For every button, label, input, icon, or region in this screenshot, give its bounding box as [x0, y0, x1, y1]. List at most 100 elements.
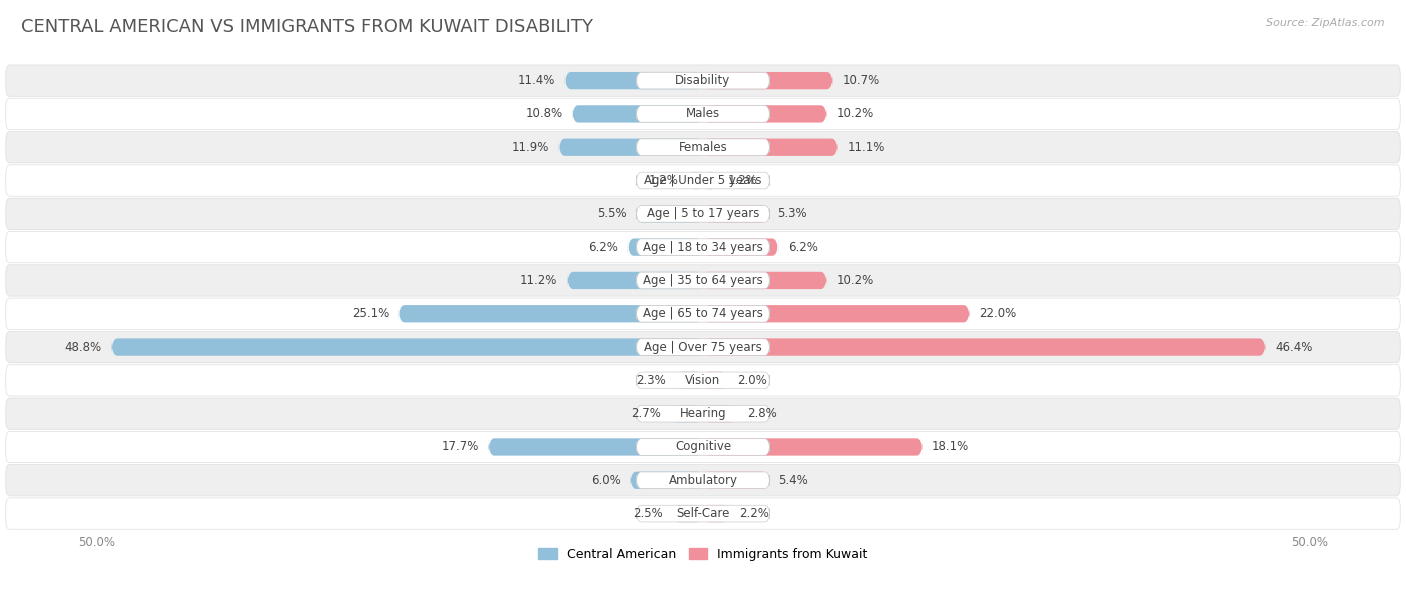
Text: Cognitive: Cognitive	[675, 441, 731, 453]
Text: Ambulatory: Ambulatory	[668, 474, 738, 487]
Text: 11.2%: 11.2%	[520, 274, 558, 287]
FancyBboxPatch shape	[675, 371, 703, 389]
FancyBboxPatch shape	[703, 205, 768, 223]
Text: Age | Under 5 years: Age | Under 5 years	[644, 174, 762, 187]
FancyBboxPatch shape	[703, 371, 727, 389]
Text: 46.4%: 46.4%	[1275, 340, 1313, 354]
FancyBboxPatch shape	[567, 272, 703, 289]
FancyBboxPatch shape	[572, 105, 703, 122]
Text: 17.7%: 17.7%	[441, 441, 478, 453]
FancyBboxPatch shape	[6, 332, 1400, 363]
FancyBboxPatch shape	[630, 472, 703, 489]
Text: Age | Over 75 years: Age | Over 75 years	[644, 340, 762, 354]
FancyBboxPatch shape	[672, 505, 703, 522]
FancyBboxPatch shape	[703, 172, 717, 189]
FancyBboxPatch shape	[6, 431, 1400, 463]
FancyBboxPatch shape	[6, 198, 1400, 230]
FancyBboxPatch shape	[6, 398, 1400, 430]
Text: Age | 18 to 34 years: Age | 18 to 34 years	[643, 241, 763, 253]
FancyBboxPatch shape	[703, 72, 832, 89]
Text: 2.7%: 2.7%	[631, 407, 661, 420]
Text: 10.2%: 10.2%	[837, 108, 873, 121]
FancyBboxPatch shape	[637, 172, 769, 189]
FancyBboxPatch shape	[6, 265, 1400, 296]
FancyBboxPatch shape	[703, 472, 769, 489]
Text: Self-Care: Self-Care	[676, 507, 730, 520]
Text: 2.0%: 2.0%	[737, 374, 766, 387]
FancyBboxPatch shape	[703, 239, 778, 256]
FancyBboxPatch shape	[6, 132, 1400, 163]
Text: 25.1%: 25.1%	[352, 307, 389, 320]
FancyBboxPatch shape	[637, 305, 769, 322]
FancyBboxPatch shape	[703, 138, 838, 156]
FancyBboxPatch shape	[637, 472, 769, 488]
Text: 11.4%: 11.4%	[517, 74, 555, 87]
Text: 5.3%: 5.3%	[778, 207, 807, 220]
Text: Vision: Vision	[685, 374, 721, 387]
FancyBboxPatch shape	[671, 405, 703, 422]
FancyBboxPatch shape	[6, 65, 1400, 96]
FancyBboxPatch shape	[6, 99, 1400, 130]
Text: Age | 35 to 64 years: Age | 35 to 64 years	[643, 274, 763, 287]
FancyBboxPatch shape	[637, 106, 769, 122]
Text: 5.5%: 5.5%	[598, 207, 627, 220]
FancyBboxPatch shape	[703, 305, 970, 323]
FancyBboxPatch shape	[637, 72, 769, 89]
Text: 1.2%: 1.2%	[650, 174, 679, 187]
Text: 2.5%: 2.5%	[633, 507, 664, 520]
FancyBboxPatch shape	[6, 365, 1400, 396]
Text: 11.9%: 11.9%	[512, 141, 548, 154]
FancyBboxPatch shape	[6, 465, 1400, 496]
FancyBboxPatch shape	[703, 272, 827, 289]
FancyBboxPatch shape	[703, 405, 737, 422]
FancyBboxPatch shape	[637, 439, 769, 455]
FancyBboxPatch shape	[558, 138, 703, 156]
Text: Source: ZipAtlas.com: Source: ZipAtlas.com	[1267, 18, 1385, 28]
FancyBboxPatch shape	[637, 205, 703, 223]
Text: 2.2%: 2.2%	[740, 507, 769, 520]
Text: 6.2%: 6.2%	[588, 241, 619, 253]
FancyBboxPatch shape	[637, 405, 769, 422]
FancyBboxPatch shape	[637, 338, 769, 356]
FancyBboxPatch shape	[488, 438, 703, 455]
Text: 2.8%: 2.8%	[747, 407, 776, 420]
FancyBboxPatch shape	[637, 506, 769, 522]
Legend: Central American, Immigrants from Kuwait: Central American, Immigrants from Kuwait	[533, 543, 873, 566]
Text: 1.2%: 1.2%	[727, 174, 756, 187]
FancyBboxPatch shape	[637, 372, 769, 389]
Text: 10.2%: 10.2%	[837, 274, 873, 287]
Text: 11.1%: 11.1%	[848, 141, 884, 154]
FancyBboxPatch shape	[703, 505, 730, 522]
FancyBboxPatch shape	[628, 239, 703, 256]
FancyBboxPatch shape	[703, 338, 1265, 356]
Text: Hearing: Hearing	[679, 407, 727, 420]
FancyBboxPatch shape	[637, 239, 769, 255]
FancyBboxPatch shape	[703, 105, 827, 122]
Text: Age | 65 to 74 years: Age | 65 to 74 years	[643, 307, 763, 320]
FancyBboxPatch shape	[399, 305, 703, 323]
FancyBboxPatch shape	[111, 338, 703, 356]
FancyBboxPatch shape	[6, 165, 1400, 196]
Text: Females: Females	[679, 141, 727, 154]
FancyBboxPatch shape	[6, 298, 1400, 329]
Text: 10.7%: 10.7%	[842, 74, 880, 87]
Text: CENTRAL AMERICAN VS IMMIGRANTS FROM KUWAIT DISABILITY: CENTRAL AMERICAN VS IMMIGRANTS FROM KUWA…	[21, 18, 593, 36]
Text: Age | 5 to 17 years: Age | 5 to 17 years	[647, 207, 759, 220]
FancyBboxPatch shape	[689, 172, 703, 189]
FancyBboxPatch shape	[6, 498, 1400, 529]
FancyBboxPatch shape	[565, 72, 703, 89]
Text: Males: Males	[686, 108, 720, 121]
FancyBboxPatch shape	[637, 272, 769, 289]
Text: 6.2%: 6.2%	[787, 241, 818, 253]
Text: 6.0%: 6.0%	[591, 474, 620, 487]
Text: 18.1%: 18.1%	[932, 441, 969, 453]
FancyBboxPatch shape	[6, 231, 1400, 263]
Text: 5.4%: 5.4%	[778, 474, 808, 487]
FancyBboxPatch shape	[637, 206, 769, 222]
FancyBboxPatch shape	[703, 438, 922, 455]
Text: 10.8%: 10.8%	[526, 108, 562, 121]
Text: 48.8%: 48.8%	[65, 340, 101, 354]
Text: 2.3%: 2.3%	[636, 374, 665, 387]
Text: 22.0%: 22.0%	[980, 307, 1017, 320]
Text: Disability: Disability	[675, 74, 731, 87]
